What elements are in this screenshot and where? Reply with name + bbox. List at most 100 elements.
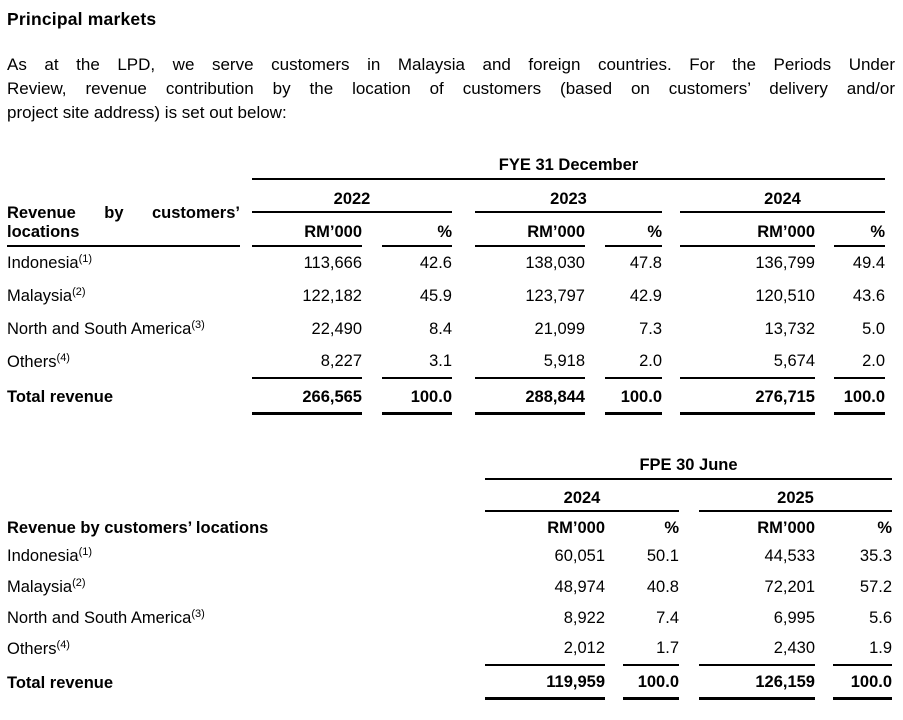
amount-cell: 21,099 (534, 320, 585, 338)
fye-revenue-table: FYE 31 December Revenue by customers’ lo… (7, 155, 886, 415)
amount-cell: 122,182 (302, 287, 362, 305)
amount-cell: 6,995 (773, 608, 815, 627)
amount-cell: 288,844 (475, 378, 585, 415)
spacer (679, 603, 699, 634)
percent-header: % (877, 518, 893, 537)
amount-cell: 5,918 (475, 345, 585, 379)
spacer (662, 179, 680, 212)
total-row: Total revenue 119,959 100.0 126,159 100.… (7, 664, 893, 700)
amount-header: RM’000 (680, 212, 815, 247)
percent-cell: 1.7 (623, 633, 679, 666)
row-header-line: locations (7, 223, 80, 241)
spacer (679, 479, 699, 511)
year-header-row: 2024 2025 (7, 478, 893, 512)
spacer (815, 511, 833, 541)
row-label: North and South America(3) (7, 607, 205, 627)
spacer (815, 378, 834, 413)
intro-paragraph: As at the LPD, we serve customers in Mal… (7, 53, 895, 125)
footnote-ref: (1) (78, 545, 93, 558)
percent-cell: 3.1 (382, 345, 452, 379)
spacer (362, 212, 382, 246)
period-header-row: FPE 30 June (7, 454, 893, 480)
spacer (679, 511, 699, 541)
total-row: Total revenue 266,565 100.0 288,844 100.… (7, 378, 886, 415)
amount-header: RM’000 (252, 212, 362, 247)
spacer (815, 572, 833, 603)
table-row-others: Others(4) 2,012 1.7 2,430 1.9 (7, 633, 893, 666)
spacer (662, 345, 680, 378)
amount-cell: 136,799 (755, 254, 815, 272)
spacer (605, 665, 623, 699)
spacer (815, 212, 834, 246)
percent-cell: 57.2 (859, 577, 893, 596)
spacer (362, 345, 382, 378)
table-row-north-south-america: North and South America(3) 22,490 8.4 21… (7, 312, 885, 345)
spacer (662, 312, 680, 345)
percent-cell: 47.8 (629, 254, 662, 272)
row-label: North and South America(3) (7, 319, 205, 339)
spacer (662, 279, 680, 312)
spacer (662, 378, 680, 413)
spacer (585, 378, 605, 413)
amount-cell: 60,051 (554, 546, 605, 565)
spacer (452, 279, 475, 312)
spacer (585, 312, 605, 345)
blank-cell (7, 455, 485, 479)
percent-header: % (834, 212, 886, 247)
amount-cell: 2,012 (485, 633, 605, 666)
percent-cell: 5.6 (869, 608, 893, 627)
percent-cell: 100.0 (623, 664, 679, 700)
percent-cell: 40.8 (646, 577, 679, 596)
spacer (585, 246, 605, 279)
spacer (662, 212, 680, 246)
amount-cell: 8,922 (563, 608, 605, 627)
percent-header: % (664, 518, 679, 537)
spacer (815, 665, 833, 699)
row-label: Malaysia(2) (7, 576, 86, 596)
amount-cell: 8,227 (252, 345, 362, 379)
year-header-row: Revenue by customers’ locations 2022 202… (7, 179, 886, 247)
percent-cell: 100.0 (605, 378, 662, 415)
row-label: Others(4) (7, 638, 70, 658)
footnote-ref: (4) (56, 352, 70, 364)
table-row-indonesia: Indonesia(1) 60,051 50.1 44,533 35.3 (7, 541, 892, 572)
table1-period-header: FYE 31 December (252, 155, 886, 180)
fpe-revenue-table: FPE 30 June 2024 2025 Revenue by custome… (7, 454, 893, 700)
row-label: Indonesia(1) (7, 253, 93, 273)
spacer (679, 541, 699, 572)
spacer (605, 603, 623, 634)
percent-cell: 35.3 (859, 546, 893, 565)
spacer (679, 634, 699, 665)
spacer (362, 312, 382, 345)
spacer (452, 312, 475, 345)
percent-cell: 42.9 (629, 287, 662, 305)
footnote-ref: (2) (72, 286, 86, 298)
percent-cell: 100.0 (382, 378, 452, 415)
year-header-2025: 2025 (699, 478, 893, 512)
row-label: Malaysia(2) (7, 286, 86, 306)
amount-header: RM’000 (757, 518, 815, 537)
spacer (815, 603, 833, 634)
amount-cell: 119,959 (485, 664, 605, 700)
amount-cell: 138,030 (525, 254, 585, 272)
spacer (240, 179, 252, 246)
amount-cell: 126,159 (699, 664, 815, 700)
table-row-indonesia: Indonesia(1) 113,666 42.6 138,030 47.8 1… (7, 246, 885, 279)
spacer (605, 511, 623, 541)
table1-row-header: Revenue by customers’ locations (7, 179, 240, 247)
percent-cell: 2.0 (834, 345, 886, 379)
blank-cell (7, 155, 252, 179)
percent-cell: 50.1 (646, 546, 679, 565)
amount-cell: 72,201 (764, 577, 815, 596)
percent-cell: 5.0 (862, 320, 886, 338)
row-label: Indonesia(1) (7, 545, 93, 565)
table-row-others: Others(4) 8,227 3.1 5,918 2.0 5,674 2.0 (7, 345, 886, 379)
column-header-row: Revenue by customers’ locations RM’000 %… (7, 511, 892, 541)
blank-cell (7, 479, 485, 511)
year-header-2024: 2024 (680, 179, 886, 213)
spacer (815, 634, 833, 665)
table2-period-header: FPE 30 June (485, 454, 893, 480)
amount-cell: 120,510 (755, 287, 815, 305)
spacer (452, 378, 475, 413)
